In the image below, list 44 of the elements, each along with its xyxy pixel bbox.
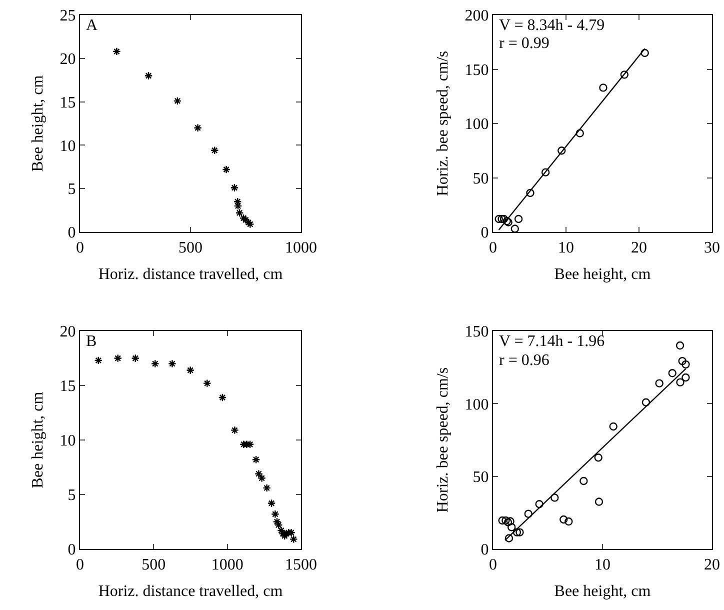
annotation: r = 0.96 <box>499 352 550 369</box>
x-tick-label: 1500 <box>285 556 317 574</box>
y-tick-label: 0 <box>68 542 76 559</box>
y-tick-label: 0 <box>68 224 76 242</box>
x-tick-label: 30 <box>704 239 720 256</box>
y-tick-label: 200 <box>464 8 489 25</box>
y-tick-label: 15 <box>60 378 76 396</box>
y-axis-title: Bee height, cm <box>30 74 47 172</box>
x-axis-title: Horiz. distance travelled, cm <box>98 583 284 600</box>
x-tick-label: 1000 <box>211 556 244 574</box>
y-tick-label: 10 <box>60 138 76 155</box>
x-axis-title: Bee height, cm <box>554 266 652 283</box>
y-tick-label: 150 <box>464 324 489 341</box>
y-tick-label: 5 <box>68 487 76 504</box>
y-tick-label: 25 <box>60 8 76 25</box>
annotation: V = 7.14h - 1.96 <box>499 333 605 350</box>
annotation: B <box>86 333 97 350</box>
annotation: V = 8.34h - 4.79 <box>499 17 605 34</box>
x-tick-label: 10 <box>594 556 610 574</box>
annotation: r = 0.99 <box>499 35 550 52</box>
y-tick-label: 150 <box>464 62 489 79</box>
y-tick-label: 20 <box>60 51 76 68</box>
y-tick-label: 20 <box>60 324 76 341</box>
y-tick-label: 100 <box>464 396 489 414</box>
y-tick-label: 10 <box>60 432 76 450</box>
y-tick-label: 0 <box>480 542 489 559</box>
y-axis-title: Horiz. bee speed, cm/s <box>434 50 452 196</box>
y-tick-label: 15 <box>60 94 76 112</box>
annotation: A <box>86 17 98 34</box>
x-tick-label: 500 <box>178 239 202 256</box>
x-tick-label: 1000 <box>285 239 317 256</box>
x-tick-label: 10 <box>558 239 574 256</box>
x-axis-title: Bee height, cm <box>554 583 652 600</box>
x-tick-label: 20 <box>631 239 647 256</box>
y-tick-label: 100 <box>464 116 489 134</box>
x-tick-label: 500 <box>142 556 166 574</box>
y-tick-label: 50 <box>472 170 489 188</box>
y-axis-title: Bee height, cm <box>30 391 47 488</box>
y-axis-title: Horiz. bee speed, cm/s <box>434 367 452 513</box>
y-tick-label: 5 <box>68 181 76 198</box>
y-tick-label: 50 <box>472 468 489 486</box>
y-tick-label: 0 <box>480 224 489 242</box>
x-axis-title: Horiz. distance travelled, cm <box>98 266 284 283</box>
x-tick-label: 20 <box>704 556 720 574</box>
